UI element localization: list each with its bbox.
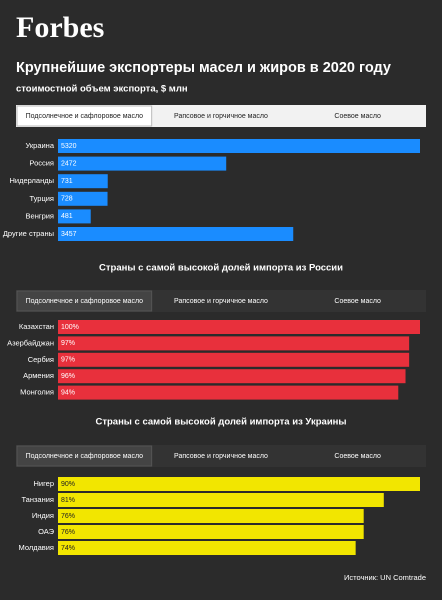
tab[interactable]: Соевое масло: [334, 113, 381, 120]
bar: [58, 525, 364, 539]
logo: Forbes: [16, 11, 104, 44]
value-label: 90%: [61, 481, 75, 488]
tab-active[interactable]: [16, 105, 153, 127]
category-label: Армения: [23, 371, 54, 380]
tab[interactable]: Соевое масло: [334, 298, 381, 305]
value-label: 94%: [61, 389, 75, 396]
tab[interactable]: Рапсовое и горчичное масло: [174, 298, 268, 305]
category-label: Венгрия: [26, 211, 54, 220]
tab[interactable]: Рапсовое и горчичное масло: [174, 453, 268, 460]
subtitle: стоимостной объем экспорта, $ млн: [16, 84, 188, 95]
category-label: Другие страны: [3, 229, 54, 238]
value-label: 97%: [61, 357, 75, 364]
bar: [58, 477, 420, 491]
bar: [58, 369, 406, 384]
category-label: ОАЭ: [38, 527, 55, 536]
value-label: 76%: [61, 529, 75, 536]
category-label: Россия: [29, 159, 54, 168]
value-label: 76%: [61, 513, 75, 520]
bar: [58, 352, 410, 367]
value-label: 2472: [61, 160, 77, 167]
category-label: Монголия: [20, 388, 54, 397]
category-label: Нигер: [33, 479, 54, 488]
value-label: 97%: [61, 340, 75, 347]
category-label: Сербия: [28, 355, 54, 364]
bar: [58, 191, 108, 206]
title: Крупнейшие экспортеры масел и жиров в 20…: [16, 60, 391, 76]
value-label: 5320: [61, 143, 77, 150]
bar: [58, 385, 399, 400]
bar: [58, 174, 108, 189]
tab[interactable]: Подсолнечное и сафлоровое масло: [26, 453, 143, 460]
tab[interactable]: Подсолнечное и сафлоровое масло: [26, 298, 143, 305]
tab-active[interactable]: [16, 445, 153, 467]
bar: [58, 320, 420, 334]
category-label: Нидерланды: [9, 176, 54, 185]
bar: [58, 493, 384, 507]
category-label: Украина: [25, 141, 54, 150]
chart-title: Страны с самой высокой долей импорта из …: [99, 263, 343, 274]
tab[interactable]: Подсолнечное и сафлоровое масло: [26, 113, 143, 120]
bar: [58, 209, 91, 224]
value-label: 96%: [61, 373, 75, 380]
value-label: 481: [61, 213, 73, 220]
bar: [58, 541, 356, 555]
category-label: Азербайджан: [7, 338, 54, 347]
category-label: Танзания: [21, 495, 54, 504]
tab[interactable]: Соевое масло: [334, 453, 381, 460]
value-label: 100%: [61, 324, 79, 331]
category-label: Казахстан: [19, 322, 54, 331]
value-label: 728: [61, 196, 73, 203]
bar: [58, 336, 410, 351]
bar: [58, 156, 227, 171]
source: Источник: UN Comtrade: [344, 573, 426, 582]
bar: [58, 139, 420, 153]
tab-active[interactable]: [16, 290, 153, 312]
category-label: Турция: [29, 194, 54, 203]
bar: [58, 227, 294, 241]
value-label: 74%: [61, 545, 75, 552]
tab[interactable]: Рапсовое и горчичное масло: [174, 113, 268, 120]
bar: [58, 509, 364, 523]
chart-title: Страны с самой высокой долей импорта из …: [95, 417, 346, 428]
category-label: Молдавия: [19, 543, 55, 552]
value-label: 81%: [61, 497, 75, 504]
value-label: 3457: [61, 231, 77, 238]
value-label: 731: [61, 178, 73, 185]
category-label: Индия: [32, 511, 54, 520]
